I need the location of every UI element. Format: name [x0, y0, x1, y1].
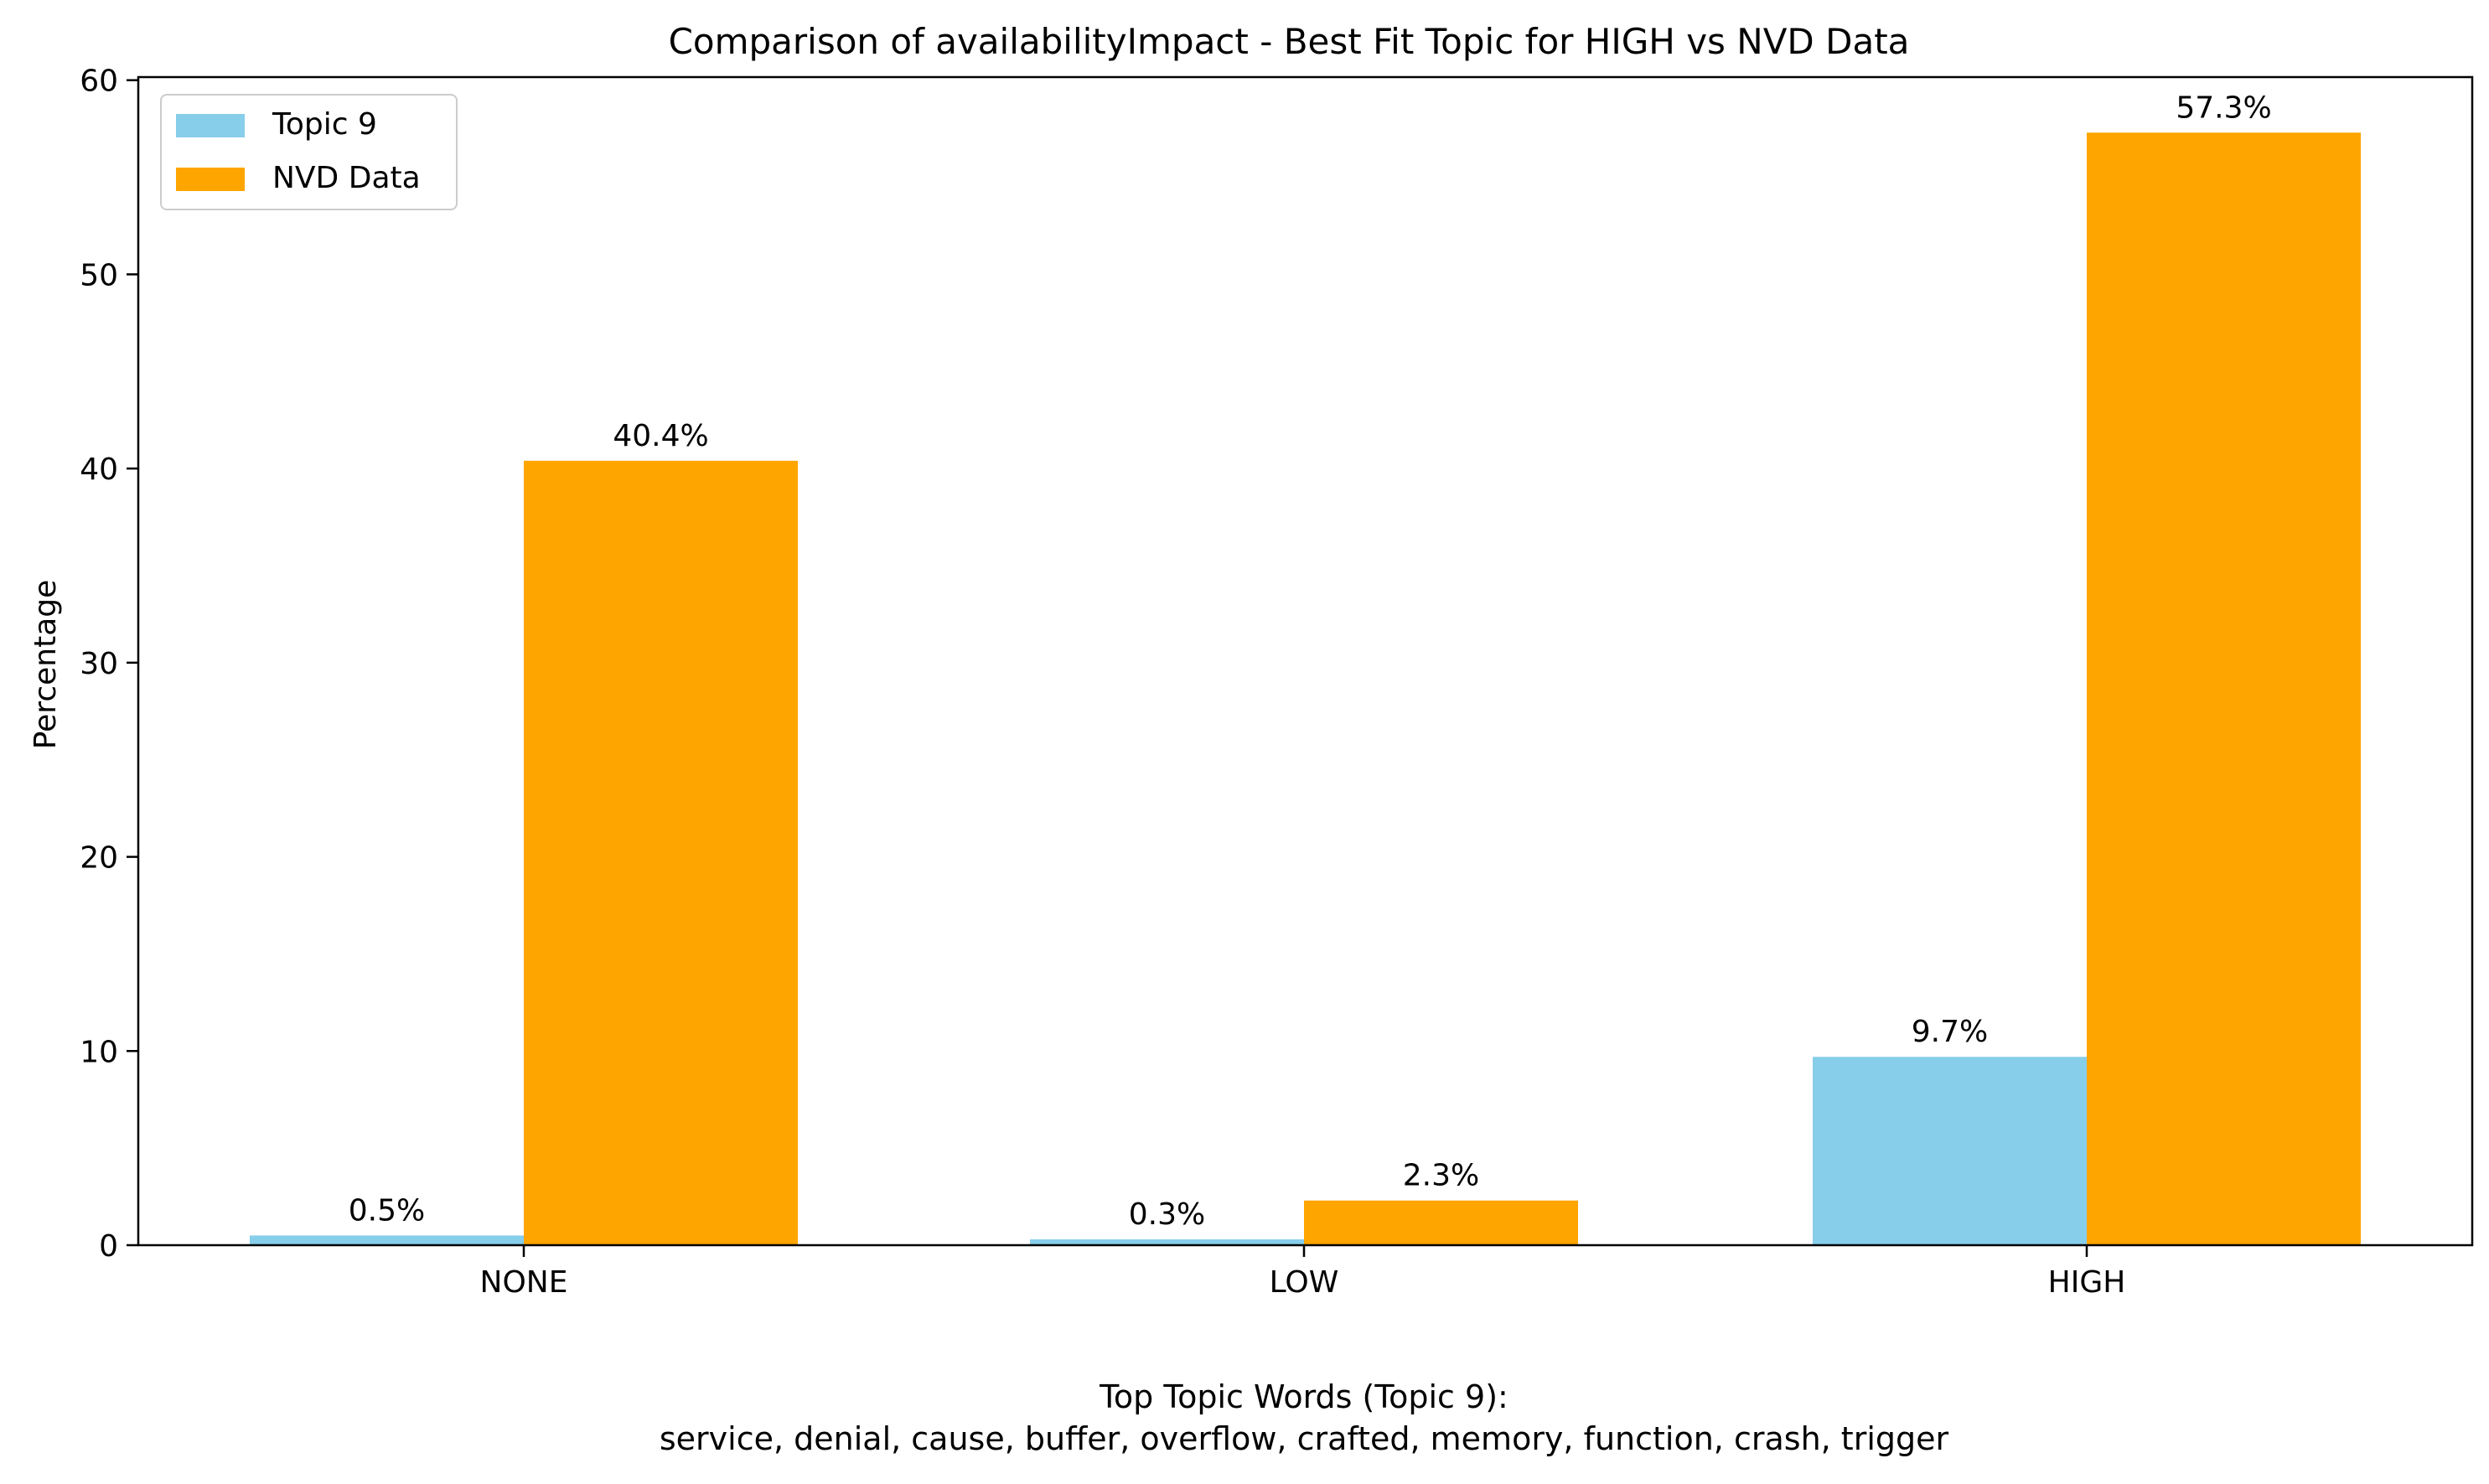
legend-swatch-nvd-data [176, 168, 245, 191]
x-tick-label-none: NONE [480, 1265, 568, 1300]
data-label-nvd-data-none: 40.4% [613, 419, 708, 453]
y-tick-label-40: 40 [80, 452, 118, 487]
legend-swatch-topic-9 [176, 114, 245, 137]
x-tick-label-low: LOW [1270, 1265, 1339, 1300]
bar-nvd-data-low [1304, 1200, 1578, 1245]
plot-area: 0.5% 0.3% 9.7% 40.4% 2.3% 57.3% 0 10 20 30 40 50 60 N… [80, 65, 2474, 1300]
bar-nvd-data-high [2087, 132, 2361, 1245]
y-tick-label-0: 0 [99, 1229, 118, 1264]
chart-title: Comparison of availabilityImpact - Best … [669, 21, 1910, 62]
x-tick-label-high: HIGH [2048, 1265, 2126, 1300]
legend: Topic 9 NVD Data [160, 94, 458, 210]
y-tick-label-50: 50 [80, 258, 118, 292]
legend-label-topic-9: Topic 9 [272, 107, 377, 142]
data-label-nvd-data-low: 2.3% [1403, 1159, 1479, 1193]
data-label-nvd-data-high: 57.3% [2176, 90, 2271, 125]
y-tick-label-20: 20 [80, 841, 118, 876]
plot-frame [137, 75, 2474, 1247]
bar-topic-9-high [1813, 1057, 2087, 1245]
y-tick-label-30: 30 [80, 647, 118, 681]
data-label-topic-9-low: 0.3% [1129, 1197, 1205, 1232]
legend-label-nvd-data: NVD Data [272, 161, 421, 195]
bar-nvd-data-none [524, 460, 798, 1245]
data-label-topic-9-high: 9.7% [1912, 1015, 1988, 1049]
y-axis-label: Percentage [28, 580, 63, 750]
bar-topic-9-low [1030, 1239, 1304, 1245]
y-tick-label-60: 60 [80, 65, 118, 99]
data-label-topic-9-none: 0.5% [349, 1193, 425, 1228]
x-axis-label-line-1: Top Topic Words (Topic 9): [1099, 1378, 1508, 1415]
bar-topic-9-none [250, 1235, 524, 1245]
x-axis-label-line-2: service, denial, cause, buffer, overflow… [660, 1420, 1949, 1457]
y-tick-label-10: 10 [80, 1035, 118, 1069]
